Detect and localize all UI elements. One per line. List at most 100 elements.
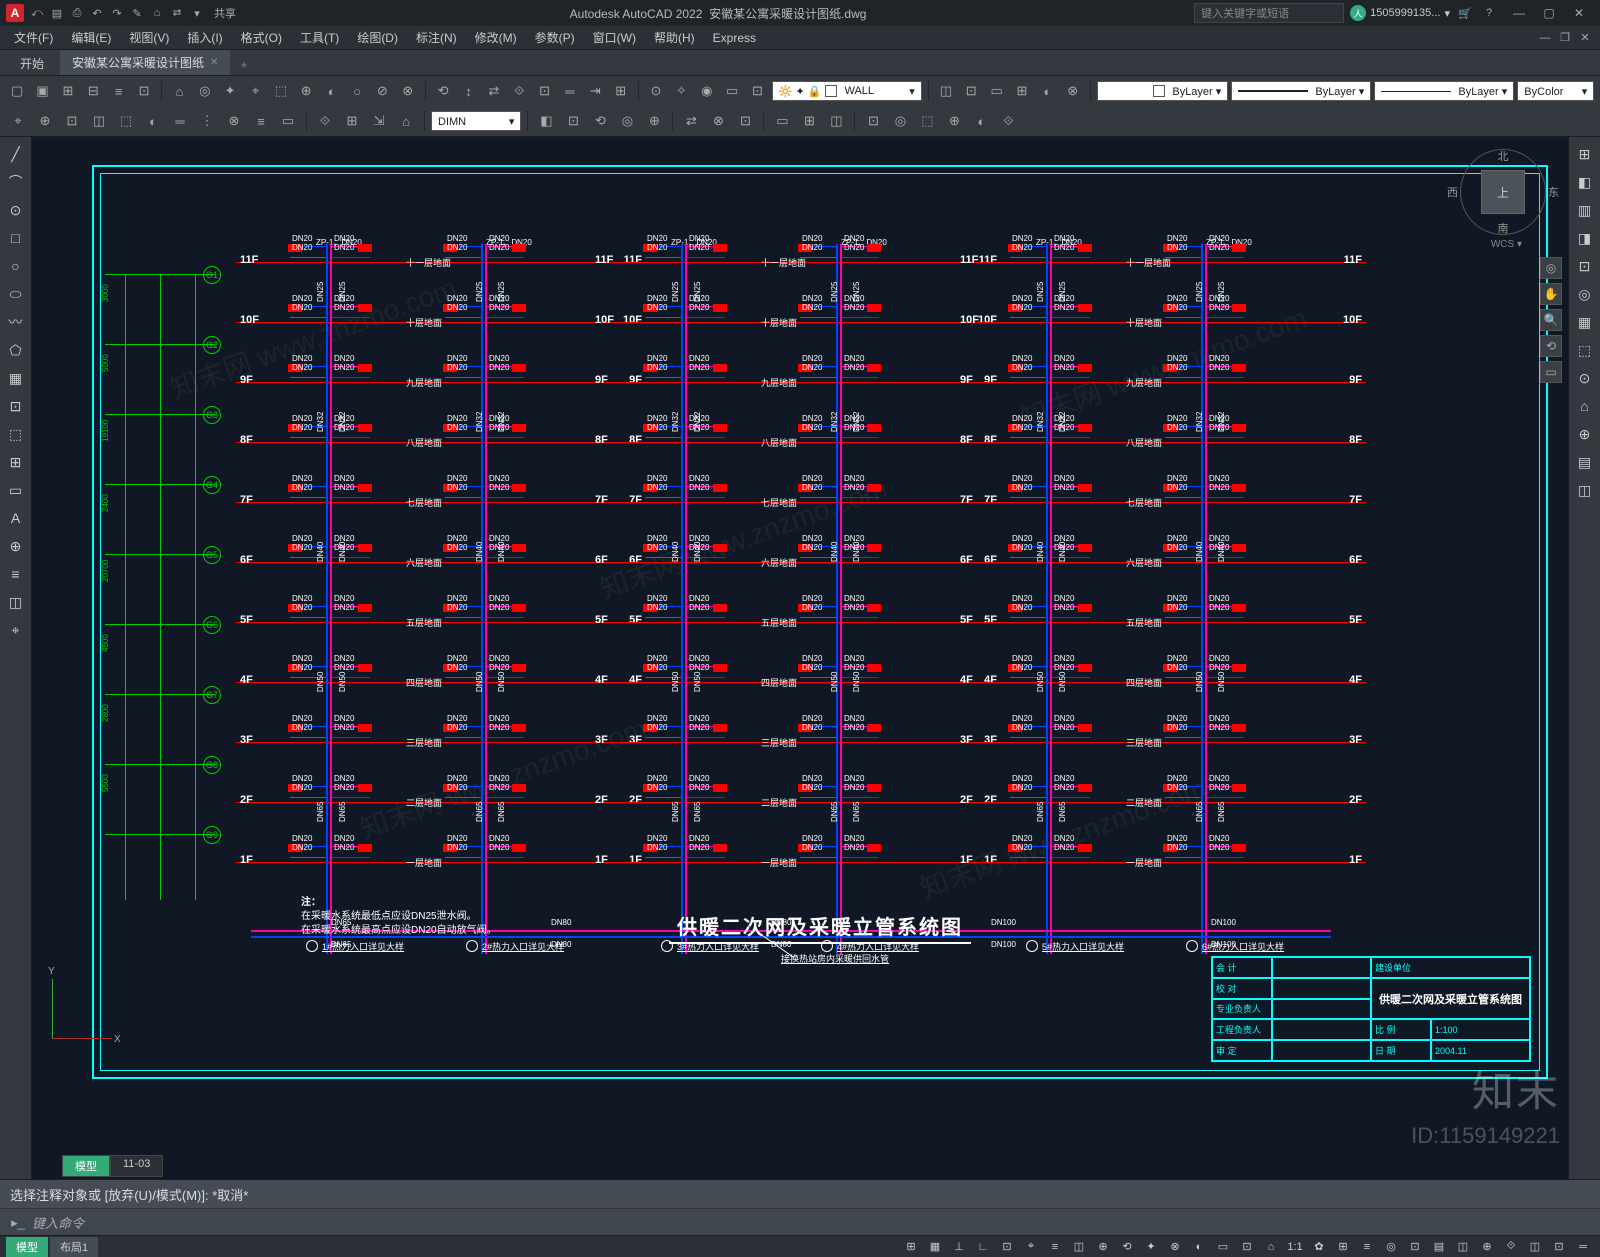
qat-btn[interactable]: ⤺: [28, 4, 46, 22]
ribbon-button[interactable]: ◐: [1036, 79, 1058, 103]
menu-view[interactable]: 视图(V): [121, 27, 177, 48]
menu-express[interactable]: Express: [705, 29, 764, 47]
status-button[interactable]: ⌂: [1260, 1238, 1282, 1256]
status-layout-tab[interactable]: 布局1: [50, 1237, 98, 1257]
ribbon-button[interactable]: ⊡: [60, 109, 84, 133]
qat-btn[interactable]: ✎: [128, 4, 146, 22]
status-button[interactable]: ◫: [1068, 1238, 1090, 1256]
ribbon-button[interactable]: ⊡: [746, 79, 768, 103]
menu-draw[interactable]: 绘图(D): [349, 27, 406, 48]
qat-share[interactable]: 共享: [208, 4, 242, 22]
ribbon-button[interactable]: ◫: [824, 109, 848, 133]
ribbon-button[interactable]: ⟲: [588, 109, 612, 133]
ribbon-button[interactable]: ⊞: [610, 79, 632, 103]
tool-button[interactable]: ⊕: [3, 533, 29, 559]
qat-redo[interactable]: ↷: [108, 4, 126, 22]
tool-button[interactable]: ▤: [1572, 449, 1598, 475]
qat-dropdown[interactable]: ▾: [188, 4, 206, 22]
menu-file[interactable]: 文件(F): [6, 27, 61, 48]
ribbon-button[interactable]: ○: [346, 79, 368, 103]
ribbon-button[interactable]: ⬚: [915, 109, 939, 133]
ribbon-button[interactable]: ⟐: [996, 109, 1020, 133]
ribbon-button[interactable]: ◉: [696, 79, 718, 103]
ribbon-button[interactable]: ═: [168, 109, 192, 133]
ribbon-dropdown[interactable]: ByLayer ▾: [1097, 81, 1228, 101]
ribbon-button[interactable]: ⇥: [584, 79, 606, 103]
ribbon-button[interactable]: ⊡: [533, 79, 555, 103]
tool-button[interactable]: ⌖: [3, 617, 29, 643]
viewcube-s[interactable]: 南: [1498, 220, 1509, 236]
ribbon-dropdown[interactable]: ByLayer ▾: [1374, 81, 1514, 101]
ribbon-button[interactable]: ⟐: [313, 109, 337, 133]
tool-button[interactable]: ◨: [1572, 225, 1598, 251]
qat-btn[interactable]: ▤: [48, 4, 66, 22]
ribbon-button[interactable]: ⌂: [168, 79, 190, 103]
nav-pan[interactable]: ✋: [1540, 283, 1562, 305]
tool-button[interactable]: ▦: [1572, 309, 1598, 335]
layout-tab-1[interactable]: 11-03: [110, 1155, 163, 1177]
viewcube-e[interactable]: 东: [1548, 184, 1559, 200]
ribbon-button[interactable]: ◐: [320, 79, 342, 103]
layout-tab-model[interactable]: 模型: [62, 1155, 110, 1177]
qat-btn[interactable]: ⮂: [168, 4, 186, 22]
ribbon-button[interactable]: ✧: [670, 79, 692, 103]
ribbon-button[interactable]: ⬚: [114, 109, 138, 133]
tool-button[interactable]: ⌂: [1572, 393, 1598, 419]
ribbon-button[interactable]: ⊘: [371, 79, 393, 103]
status-button[interactable]: ⊞: [900, 1238, 922, 1256]
tool-button[interactable]: ◧: [1572, 169, 1598, 195]
ribbon-button[interactable]: ◫: [935, 79, 957, 103]
ribbon-dropdown[interactable]: DIMN ▾: [431, 111, 521, 131]
ribbon-button[interactable]: ≡: [108, 79, 130, 103]
nav-zoom[interactable]: 🔍: [1540, 309, 1562, 331]
close-button[interactable]: ✕: [1564, 0, 1594, 26]
ribbon-button[interactable]: ⊡: [960, 79, 982, 103]
viewcube-n[interactable]: 北: [1498, 148, 1509, 164]
tool-button[interactable]: ◎: [1572, 281, 1598, 307]
nav-wheel[interactable]: ◎: [1540, 257, 1562, 279]
tool-button[interactable]: ╱: [3, 141, 29, 167]
status-button[interactable]: ▦: [924, 1238, 946, 1256]
ribbon-dropdown[interactable]: 🔆 ✦ 🔒 WALL▾: [772, 81, 922, 101]
status-button[interactable]: ⊡: [996, 1238, 1018, 1256]
tool-button[interactable]: 〰: [3, 309, 29, 335]
ribbon-button[interactable]: ⇄: [483, 79, 505, 103]
ribbon-button[interactable]: ≡: [249, 109, 273, 133]
status-button[interactable]: ≡: [1356, 1238, 1378, 1256]
ribbon-button[interactable]: ⊞: [797, 109, 821, 133]
status-button[interactable]: ⌖: [1020, 1238, 1042, 1256]
ribbon-button[interactable]: ⇄: [679, 109, 703, 133]
menu-tools[interactable]: 工具(T): [292, 27, 347, 48]
ribbon-button[interactable]: ⊟: [82, 79, 104, 103]
tool-button[interactable]: ⊕: [1572, 421, 1598, 447]
ribbon-button[interactable]: ◎: [194, 79, 216, 103]
ribbon-button[interactable]: ⊙: [645, 79, 667, 103]
tool-button[interactable]: ⊙: [3, 197, 29, 223]
ribbon-button[interactable]: ⌂: [394, 109, 418, 133]
tab-document[interactable]: 安徽某公寓采暖设计图纸✕: [60, 50, 230, 75]
tool-button[interactable]: ⬠: [3, 337, 29, 363]
menu-help[interactable]: 帮助(H): [646, 27, 703, 48]
ribbon-button[interactable]: ↕: [457, 79, 479, 103]
status-button[interactable]: ≡: [1044, 1238, 1066, 1256]
viewcube-w[interactable]: 西: [1447, 184, 1458, 200]
tool-button[interactable]: ⊡: [3, 393, 29, 419]
status-button[interactable]: ⊡: [1548, 1238, 1570, 1256]
status-button[interactable]: ▤: [1428, 1238, 1450, 1256]
ribbon-button[interactable]: ◐: [969, 109, 993, 133]
qat-undo[interactable]: ↶: [88, 4, 106, 22]
ribbon-dropdown[interactable]: ByLayer ▾: [1231, 81, 1371, 101]
minimize-button[interactable]: —: [1504, 0, 1534, 26]
ribbon-button[interactable]: ⋮: [195, 109, 219, 133]
ribbon-button[interactable]: ⊕: [295, 79, 317, 103]
tool-button[interactable]: ▥: [1572, 197, 1598, 223]
tab-start[interactable]: 开始: [6, 52, 58, 75]
ribbon-button[interactable]: ⬚: [270, 79, 292, 103]
maximize-button[interactable]: ▢: [1534, 0, 1564, 26]
ribbon-button[interactable]: ⊞: [340, 109, 364, 133]
ribbon-button[interactable]: ⊡: [561, 109, 585, 133]
status-button[interactable]: ✿: [1308, 1238, 1330, 1256]
ribbon-button[interactable]: ⇲: [367, 109, 391, 133]
ribbon-button[interactable]: ◎: [615, 109, 639, 133]
tool-button[interactable]: ◫: [3, 589, 29, 615]
